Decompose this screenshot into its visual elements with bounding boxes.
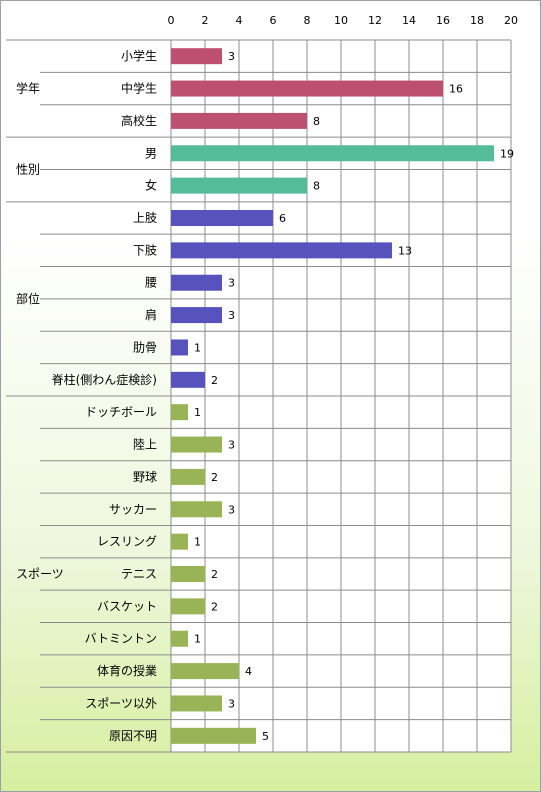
data-label: 2 [211,471,218,484]
category-label: 上肢 [133,210,157,225]
bar [171,695,222,712]
category-label: 中学生 [121,81,157,96]
category-label: 陸上 [133,438,157,452]
category-label: 男 [145,146,157,160]
category-label: レスリング [97,535,157,549]
category-label: ドッチボール [85,405,157,419]
bar [171,533,188,550]
group-label: 学年 [16,81,40,96]
category-label: バトミントン [85,632,157,646]
bar [171,307,222,324]
category-label: 野球 [133,470,157,484]
data-label: 2 [211,568,218,581]
category-label: テニス [121,567,157,581]
data-label: 1 [194,536,201,549]
data-label: 19 [500,147,514,160]
category-label: スポーツ以外 [85,696,157,710]
x-tick-label: 4 [236,14,243,27]
bar [171,274,222,291]
data-label: 3 [228,50,235,63]
bar [171,371,205,388]
category-label: サッカー [109,502,157,516]
category-label: 女 [145,178,157,193]
bar [171,630,188,647]
bar [171,145,494,162]
bar [171,112,307,129]
category-label: 腰 [145,276,157,290]
data-label: 3 [228,277,235,290]
data-label: 13 [398,244,412,257]
bar [171,598,205,615]
data-label: 5 [262,730,269,743]
bar [171,177,307,194]
data-label: 8 [313,115,320,128]
category-label: 小学生 [121,48,157,63]
bar [171,501,222,518]
x-tick-label: 0 [168,14,175,27]
x-tick-label: 12 [368,14,382,27]
group-label: 性別 [16,162,40,176]
x-tick-label: 10 [334,14,348,27]
bar [171,48,222,65]
data-label: 2 [211,374,218,387]
bar [171,468,205,485]
data-label: 1 [194,633,201,646]
data-label: 1 [194,341,201,354]
group-label: スポーツ [16,567,64,581]
data-label: 3 [228,309,235,322]
x-tick-label: 16 [436,14,450,27]
data-label: 3 [228,503,235,516]
x-tick-label: 14 [402,14,416,27]
data-label: 6 [279,212,286,225]
bar [171,436,222,453]
category-label: 下肢 [133,242,157,257]
category-label: 高校生 [121,113,157,128]
category-label: 肋骨 [133,339,157,354]
group-label: 部位 [16,291,40,306]
bar [171,242,392,259]
category-label: 原因不明 [109,729,157,743]
data-label: 4 [245,665,252,678]
bar [171,404,188,421]
category-label: 肩 [145,307,157,322]
bar [171,663,239,680]
bar [171,566,205,582]
x-tick-label: 18 [470,14,484,27]
x-tick-label: 8 [304,14,311,27]
x-tick-label: 2 [202,14,209,27]
bar [171,80,443,97]
category-label: 体育の授業 [97,663,157,678]
bar [171,210,273,226]
data-label: 16 [449,83,463,96]
data-label: 1 [194,406,201,419]
category-label: 脊柱(側わん症検診) [52,372,157,387]
data-label: 2 [211,600,218,613]
bar [171,727,256,744]
data-label: 3 [228,697,235,710]
x-tick-label: 20 [504,14,518,27]
x-tick-label: 6 [270,14,277,27]
data-label: 8 [313,180,320,193]
category-label: バスケット [97,599,157,613]
bar [171,339,188,356]
data-label: 3 [228,439,235,452]
